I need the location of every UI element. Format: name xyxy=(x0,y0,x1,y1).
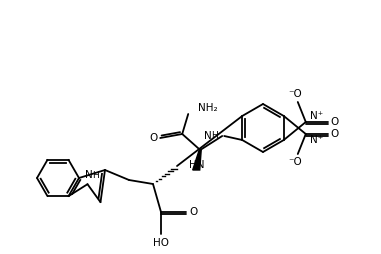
Text: HO: HO xyxy=(153,238,169,248)
Polygon shape xyxy=(193,150,201,170)
Text: NH₂: NH₂ xyxy=(198,103,218,113)
Text: ⁻O: ⁻O xyxy=(288,89,302,99)
Text: O: O xyxy=(331,117,339,127)
Text: ⁻O: ⁻O xyxy=(288,157,302,167)
Text: O: O xyxy=(189,207,197,217)
Text: N: N xyxy=(205,131,212,141)
Text: O: O xyxy=(331,129,339,139)
Text: N⁺: N⁺ xyxy=(310,111,323,121)
Text: O: O xyxy=(149,133,157,143)
Text: N: N xyxy=(85,170,92,180)
Text: N⁺: N⁺ xyxy=(310,135,323,145)
Text: H: H xyxy=(211,132,218,140)
Text: HN: HN xyxy=(189,160,205,170)
Text: H: H xyxy=(92,171,99,180)
